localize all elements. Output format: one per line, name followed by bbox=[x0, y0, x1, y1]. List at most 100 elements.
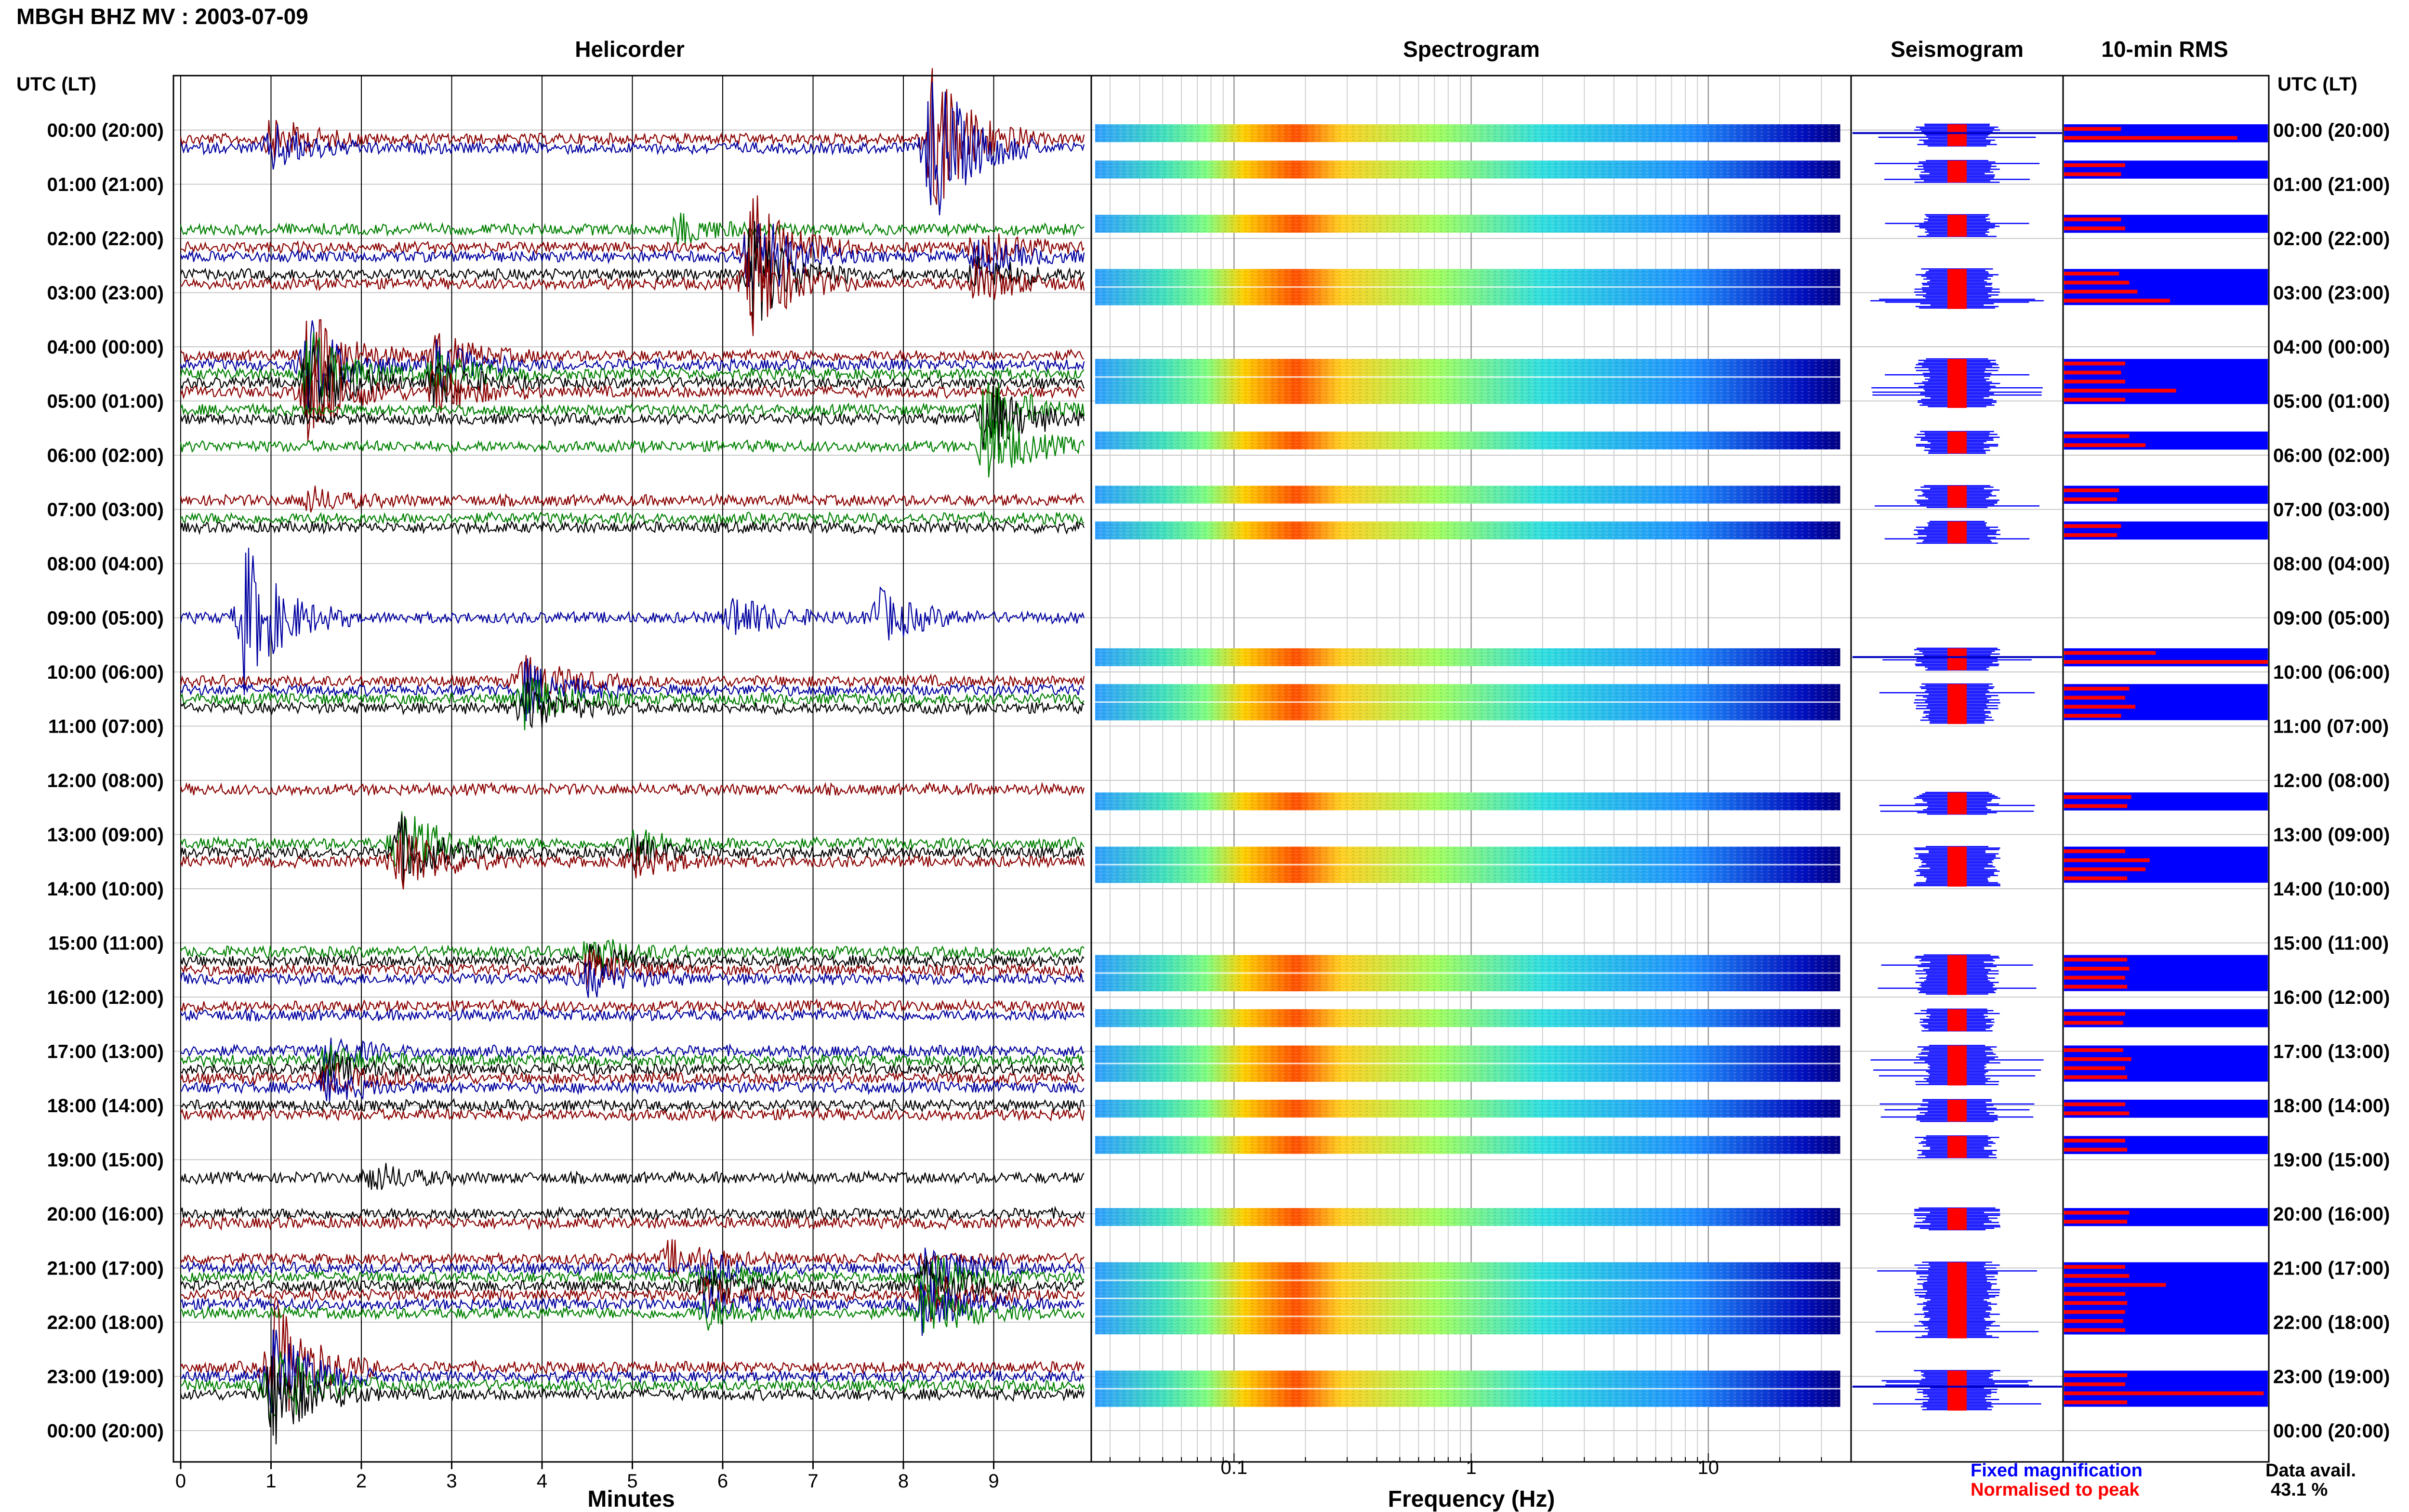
legend-fixed: Fixed magnification bbox=[1971, 1460, 2143, 1481]
rms-normalised-bar bbox=[2064, 289, 2138, 294]
helicorder-trace bbox=[180, 811, 1085, 869]
rms-normalised-bar bbox=[2064, 1292, 2125, 1296]
helicorder-tick-label: 4 bbox=[537, 1471, 547, 1492]
spectrogram-texture bbox=[1095, 792, 1840, 811]
time-label-right: 13:00 (09:00) bbox=[2273, 825, 2390, 846]
rms-normalised-bar bbox=[2064, 217, 2121, 222]
seismogram-normalised bbox=[1947, 1370, 1967, 1411]
helicorder-trace bbox=[180, 212, 1085, 246]
rms-panel bbox=[2064, 124, 2268, 1407]
time-label-left: 13:00 (09:00) bbox=[47, 825, 164, 846]
time-label-left: 22:00 (18:00) bbox=[47, 1312, 164, 1333]
rms-normalised-bar bbox=[2064, 389, 2176, 393]
time-labels-right: 00:00 (20:00) 01:00 (21:00) 02:00 (22:00) 0… bbox=[2273, 120, 2390, 1442]
seismogram-normalised bbox=[1947, 486, 1967, 508]
rms-normalised-bar bbox=[2064, 136, 2237, 140]
rms-normalised-bar bbox=[2064, 1048, 2123, 1052]
seismogram-normalised bbox=[1947, 521, 1967, 544]
rms-normalised-bar bbox=[2064, 975, 2125, 980]
time-label-left: 05:00 (01:00) bbox=[47, 391, 164, 412]
seismogram-normalised bbox=[1947, 792, 1967, 815]
time-label-right: 18:00 (14:00) bbox=[2273, 1095, 2390, 1117]
spectrogram-texture bbox=[1095, 160, 1840, 179]
time-label-right: 23:00 (19:00) bbox=[2273, 1367, 2390, 1388]
rms-normalised-bar bbox=[2064, 172, 2121, 176]
helicorder-x-axis: 0 1 2 3 4 5 6 7 8 9 bbox=[175, 1462, 999, 1492]
rms-normalised-bar bbox=[2064, 1021, 2123, 1025]
rms-normalised-bar bbox=[2064, 1057, 2131, 1061]
rms-normalised-bar bbox=[2064, 1139, 2125, 1143]
seismogram-normalised bbox=[1947, 431, 1967, 454]
helicorder-trace bbox=[180, 814, 1085, 886]
helicorder-tick-label: 3 bbox=[446, 1471, 457, 1492]
spectrogram-texture bbox=[1095, 521, 1840, 539]
spectrogram-texture bbox=[1095, 359, 1840, 404]
helicorder-trace bbox=[180, 345, 1085, 418]
time-label-left: 21:00 (17:00) bbox=[47, 1258, 164, 1279]
time-label-right: 09:00 (05:00) bbox=[2273, 608, 2390, 629]
seismogram-title: Seismogram bbox=[1891, 37, 2024, 62]
helicorder-trace bbox=[180, 658, 1085, 722]
helicorder-trace bbox=[180, 238, 1085, 336]
helicorder-trace bbox=[180, 419, 1085, 478]
helicorder-trace bbox=[180, 961, 1085, 998]
rms-normalised-bar bbox=[2064, 163, 2125, 167]
seismogram-normalised bbox=[1947, 1045, 1967, 1086]
rms-normalised-bar bbox=[2064, 1283, 2166, 1287]
helicorder-panel bbox=[173, 68, 2269, 1462]
spectrogram-x-axis: 0.1 1 10 bbox=[1109, 1453, 1822, 1478]
seismogram-normalised bbox=[1947, 124, 1967, 146]
time-label-left: 12:00 (08:00) bbox=[47, 770, 164, 791]
rms-normalised-bar bbox=[2064, 299, 2170, 303]
rms-normalised-bar bbox=[2064, 1102, 2125, 1106]
time-label-left: 04:00 (00:00) bbox=[47, 337, 164, 358]
spectrogram-texture bbox=[1095, 431, 1840, 449]
time-label-left: 01:00 (21:00) bbox=[47, 174, 164, 196]
time-label-left: 23:00 (19:00) bbox=[47, 1367, 164, 1388]
rms-normalised-bar bbox=[2064, 1066, 2125, 1070]
seismogram-normalised bbox=[1947, 1208, 1967, 1230]
time-label-right: 06:00 (02:00) bbox=[2273, 445, 2390, 466]
time-labels-left: 00:00 (20:00) 01:00 (21:00) 02:00 (22:00) 0… bbox=[47, 120, 164, 1442]
time-label-left: 11:00 (07:00) bbox=[48, 716, 164, 737]
helicorder-trace bbox=[180, 382, 1085, 451]
utc-label-left: UTC (LT) bbox=[16, 74, 96, 95]
rms-normalised-bar bbox=[2064, 1210, 2130, 1215]
rms-normalised-bar bbox=[2064, 849, 2125, 854]
helicorder-trace bbox=[180, 355, 1085, 442]
time-label-right: 21:00 (17:00) bbox=[2273, 1258, 2390, 1279]
data-avail-value: 43.1 % bbox=[2271, 1480, 2328, 1500]
spectrogram-texture bbox=[1095, 1009, 1840, 1027]
helicorder-trace bbox=[180, 223, 1085, 290]
seismogram-normalised bbox=[1947, 160, 1967, 183]
seismogram-normalised bbox=[1947, 359, 1967, 408]
time-label-left: 17:00 (13:00) bbox=[47, 1041, 164, 1063]
rms-normalised-bar bbox=[2064, 1265, 2125, 1269]
time-label-left: 00:00 (20:00) bbox=[47, 120, 164, 141]
helicorder-trace bbox=[180, 655, 1085, 705]
rms-title: 10-min RMS bbox=[2101, 37, 2228, 62]
rms-normalised-bar bbox=[2064, 1319, 2123, 1323]
time-label-right: 00:00 (20:00) bbox=[2273, 1420, 2390, 1442]
helicorder-trace bbox=[180, 1351, 1085, 1427]
rms-normalised-bar bbox=[2064, 1400, 2128, 1405]
helicorder-trace bbox=[180, 1256, 1084, 1311]
time-label-right: 11:00 (07:00) bbox=[2273, 716, 2389, 737]
rms-normalised-bar bbox=[2064, 488, 2119, 492]
rms-normalised-bar bbox=[2064, 1382, 2125, 1386]
seismogram-normalised bbox=[1947, 214, 1967, 237]
time-label-left: 06:00 (02:00) bbox=[47, 445, 164, 466]
helicorder-trace bbox=[180, 332, 1085, 399]
helicorder-tick-label: 8 bbox=[898, 1471, 909, 1492]
spectrogram-texture bbox=[1095, 648, 1840, 666]
helicorder-trace bbox=[180, 1044, 1085, 1076]
seismogram-normalised bbox=[1947, 846, 1967, 887]
rms-normalised-bar bbox=[2064, 361, 2125, 366]
spectrogram-texture bbox=[1095, 1208, 1840, 1226]
helicorder-trace bbox=[180, 520, 1085, 536]
time-label-left: 10:00 (06:00) bbox=[47, 662, 164, 683]
time-label-right: 03:00 (23:00) bbox=[2273, 283, 2390, 304]
helicorder-trace bbox=[180, 1007, 1085, 1023]
spectrogram-texture bbox=[1095, 124, 1840, 143]
